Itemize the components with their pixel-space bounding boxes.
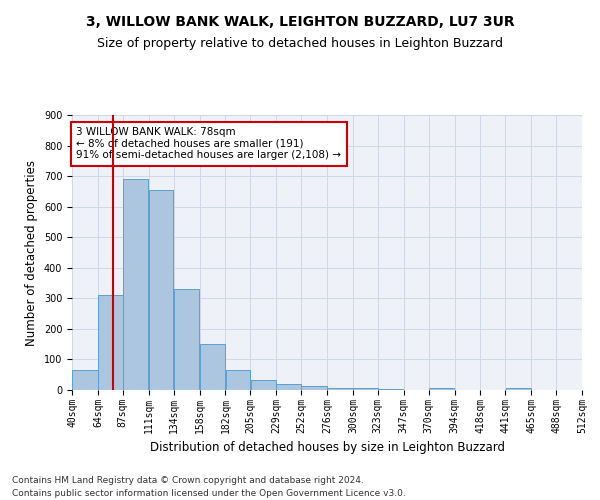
Bar xyxy=(429,388,454,390)
Bar xyxy=(226,370,250,390)
Text: 3 WILLOW BANK WALK: 78sqm
← 8% of detached houses are smaller (191)
91% of semi-: 3 WILLOW BANK WALK: 78sqm ← 8% of detach… xyxy=(76,127,341,160)
Bar xyxy=(174,289,199,390)
Bar xyxy=(327,388,353,390)
Bar xyxy=(149,190,173,390)
Bar xyxy=(98,296,122,390)
Text: Contains HM Land Registry data © Crown copyright and database right 2024.: Contains HM Land Registry data © Crown c… xyxy=(12,476,364,485)
Bar xyxy=(123,179,148,390)
Bar xyxy=(301,386,327,390)
Bar xyxy=(506,388,531,390)
Bar xyxy=(72,370,98,390)
Text: 3, WILLOW BANK WALK, LEIGHTON BUZZARD, LU7 3UR: 3, WILLOW BANK WALK, LEIGHTON BUZZARD, L… xyxy=(86,15,514,29)
Text: Size of property relative to detached houses in Leighton Buzzard: Size of property relative to detached ho… xyxy=(97,38,503,51)
Bar xyxy=(277,384,301,390)
Bar xyxy=(353,388,377,390)
Y-axis label: Number of detached properties: Number of detached properties xyxy=(25,160,38,346)
Bar xyxy=(251,380,276,390)
Bar xyxy=(200,344,225,390)
Bar xyxy=(378,389,403,390)
Text: Contains public sector information licensed under the Open Government Licence v3: Contains public sector information licen… xyxy=(12,488,406,498)
X-axis label: Distribution of detached houses by size in Leighton Buzzard: Distribution of detached houses by size … xyxy=(149,441,505,454)
